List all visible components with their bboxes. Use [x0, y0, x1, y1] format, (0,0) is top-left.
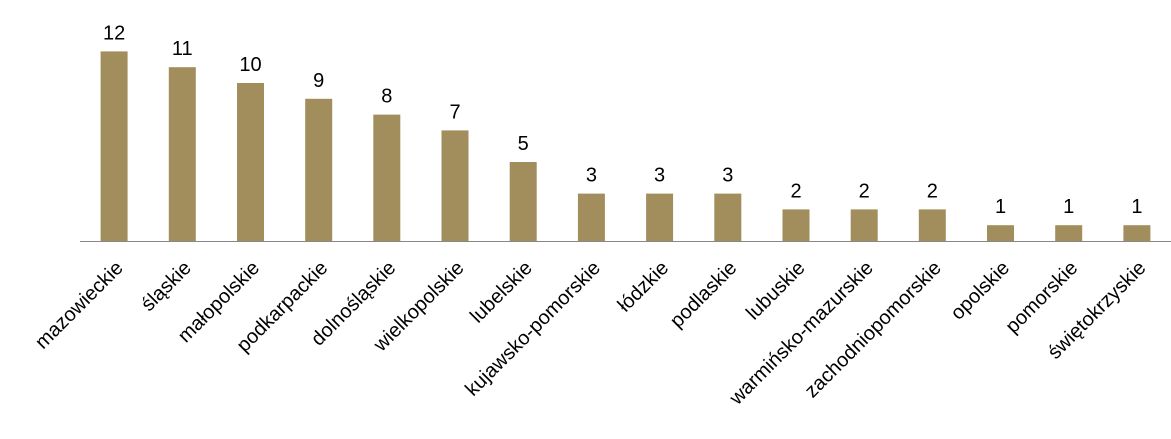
category-label-9: podlaskie — [666, 257, 741, 332]
value-label-15: 1 — [1131, 196, 1142, 218]
bars-group — [100, 51, 1151, 242]
value-label-0: 12 — [103, 22, 125, 44]
value-label-12: 2 — [927, 180, 938, 202]
bar-7 — [577, 193, 605, 241]
value-label-6: 5 — [518, 133, 529, 155]
value-label-10: 2 — [790, 180, 801, 202]
value-label-5: 7 — [449, 101, 460, 123]
bar-5 — [441, 130, 469, 241]
bar-1 — [168, 67, 196, 241]
bar-2 — [237, 83, 264, 241]
value-label-3: 9 — [313, 70, 324, 92]
category-label-7: kujawsko-pomorskie — [461, 257, 605, 401]
category-label-10: lubuskie — [742, 257, 809, 324]
value-label-11: 2 — [859, 180, 870, 202]
bar-3 — [305, 98, 333, 241]
category-label-6: lubelskie — [466, 257, 537, 328]
category-label-1: śląskie — [137, 257, 196, 316]
category-labels-group: mazowieckie śląskiemałopolskiepodkarpacki… — [31, 257, 1150, 410]
value-label-8: 3 — [654, 165, 665, 187]
bar-0 — [100, 51, 128, 242]
bar-12 — [918, 209, 946, 241]
category-label-12: zachodniopomorskie — [801, 257, 946, 402]
bar-14 — [1055, 225, 1083, 241]
value-label-2: 10 — [239, 54, 261, 76]
bar-13 — [987, 225, 1014, 241]
bar-11 — [850, 209, 878, 241]
category-label-8: łódzkie — [614, 257, 674, 317]
bar-10 — [782, 209, 810, 241]
value-label-1: 11 — [172, 38, 193, 60]
bar-9 — [714, 193, 742, 241]
bar-8 — [646, 193, 674, 241]
value-label-7: 3 — [586, 165, 597, 187]
bar-4 — [373, 114, 401, 241]
value-label-4: 8 — [381, 86, 392, 108]
value-label-14: 1 — [1063, 196, 1074, 218]
category-label-13: opolskie — [947, 257, 1014, 324]
value-label-13: 1 — [995, 196, 1006, 218]
category-label-0: mazowieckie — [31, 257, 128, 354]
value-label-9: 3 — [722, 165, 733, 187]
bar-15 — [1123, 225, 1151, 241]
bar-6 — [509, 162, 537, 241]
